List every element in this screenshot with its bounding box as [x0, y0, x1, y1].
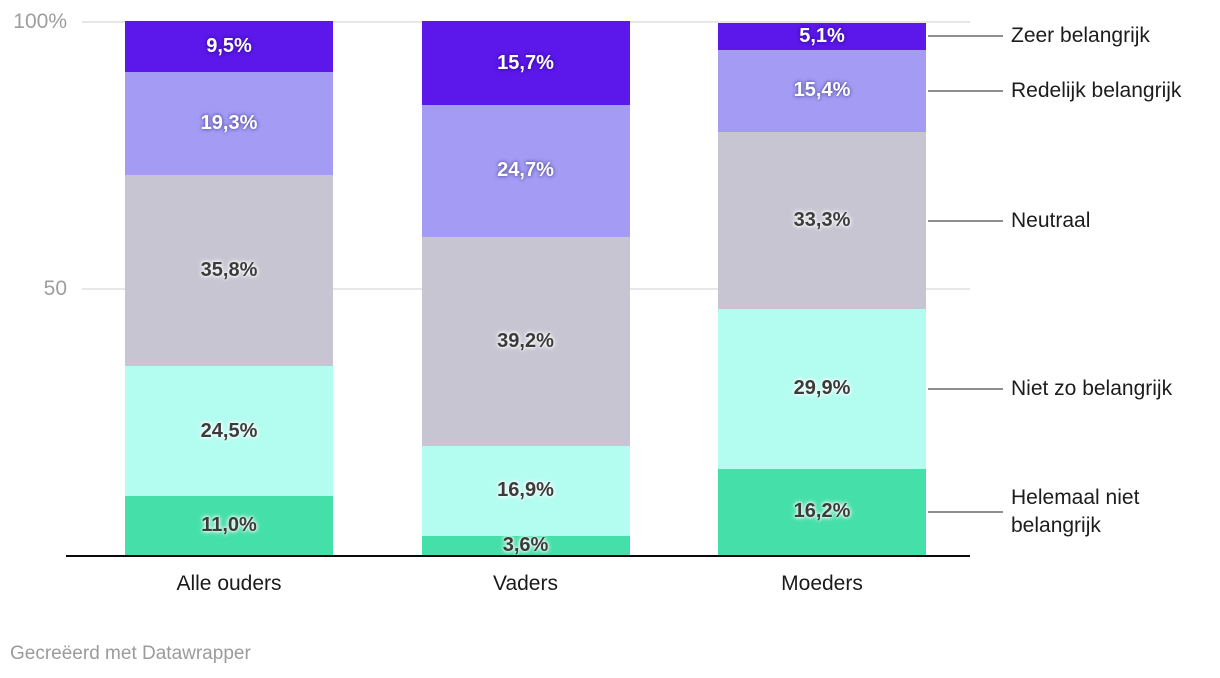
value-label-vaders-zeer-belangrijk: 15,7%	[497, 51, 554, 74]
segment-vaders-zeer-belangrijk[interactable]: 15,7%	[421, 21, 630, 106]
segment-moeders-redelijk-belangrijk[interactable]: 15,4%	[718, 49, 926, 132]
value-label-vaders-helemaal-niet-belangrijk: 3,6%	[502, 533, 549, 556]
segment-alle-ouders-helemaal-niet-belangrijk[interactable]: 11,0%	[125, 496, 333, 555]
value-label-alle-ouders-niet-zo-belangrijk: 24,5%	[200, 419, 258, 442]
segment-vaders-neutraal[interactable]: 39,2%	[421, 236, 630, 446]
value-label-vaders-neutraal: 39,2%	[497, 329, 554, 352]
legend-entry-redelijk-belangrijk: Redelijk belangrijk	[1011, 78, 1182, 102]
x-axis-baseline	[66, 555, 970, 557]
segment-vaders-niet-zo-belangrijk[interactable]: 16,9%	[421, 445, 630, 536]
x-axis-label-vaders: Vaders	[493, 572, 558, 595]
segment-alle-ouders-zeer-belangrijk[interactable]: 9,5%	[125, 21, 333, 73]
legend-connector-niet-zo-belangrijk	[928, 387, 1003, 390]
value-label-moeders-redelijk-belangrijk: 15,4%	[793, 79, 851, 102]
legend-entry-niet-zo-belangrijk: Niet zo belangrijk	[1011, 376, 1173, 400]
value-label-moeders-helemaal-niet-belangrijk: 16,2%	[793, 500, 851, 523]
value-label-alle-ouders-zeer-belangrijk: 9,5%	[206, 35, 252, 58]
legend-entry-neutraal: Neutraal	[1011, 208, 1091, 232]
segment-moeders-neutraal[interactable]: 33,3%	[718, 131, 926, 310]
segment-moeders-niet-zo-belangrijk[interactable]: 29,9%	[718, 309, 926, 469]
x-axis-label-alle-ouders: Alle ouders	[176, 572, 282, 595]
value-label-alle-ouders-redelijk-belangrijk: 19,3%	[200, 112, 258, 135]
value-label-alle-ouders-neutraal: 35,8%	[200, 258, 258, 281]
value-label-moeders-neutraal: 33,3%	[793, 209, 851, 232]
segment-alle-ouders-niet-zo-belangrijk[interactable]: 24,5%	[125, 365, 333, 497]
value-label-alle-ouders-helemaal-niet-belangrijk: 11,0%	[201, 514, 257, 537]
x-axis-label-moeders: Moeders	[781, 572, 863, 595]
legend-connector-helemaal-niet-belangrijk	[928, 510, 1003, 513]
value-label-vaders-niet-zo-belangrijk: 16,9%	[497, 479, 554, 502]
y-tick-label-50: 50	[43, 276, 67, 300]
legend-connector-zeer-belangrijk	[928, 35, 1003, 38]
y-tick-label-100: 100%	[13, 10, 67, 33]
segment-alle-ouders-neutraal[interactable]: 35,8%	[125, 174, 333, 366]
segment-vaders-redelijk-belangrijk[interactable]: 24,7%	[421, 105, 630, 237]
segment-vaders-helemaal-niet-belangrijk[interactable]: 3,6%	[421, 533, 630, 556]
value-label-moeders-niet-zo-belangrijk: 29,9%	[793, 377, 851, 400]
value-label-vaders-redelijk-belangrijk: 24,7%	[497, 159, 554, 182]
legend-entry-helemaal-niet-belangrijk: Helemaal niet belangrijk	[1011, 485, 1140, 537]
legend-connector-neutraal	[928, 219, 1003, 222]
datawrapper-credit-link[interactable]: Gecreëerd met Datawrapper	[10, 643, 251, 664]
legend-connector-redelijk-belangrijk	[928, 89, 1003, 92]
value-label-moeders-zeer-belangrijk: 5,1%	[799, 24, 845, 47]
segment-moeders-helemaal-niet-belangrijk[interactable]: 16,2%	[718, 468, 926, 555]
segment-moeders-zeer-belangrijk[interactable]: 5,1%	[718, 22, 926, 50]
segment-alle-ouders-redelijk-belangrijk[interactable]: 19,3%	[125, 72, 333, 175]
legend-entry-zeer-belangrijk: Zeer belangrijk	[1011, 24, 1150, 48]
